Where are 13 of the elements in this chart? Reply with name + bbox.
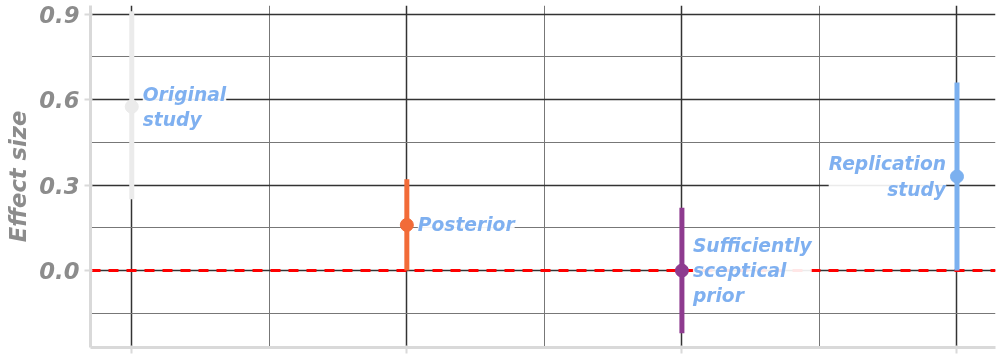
point <box>949 169 964 184</box>
series-label: Replication study <box>828 153 947 200</box>
y-tick-label: 0.0 <box>39 258 80 285</box>
series-label: Posterior <box>417 214 517 236</box>
y-axis-title: Effect size <box>5 110 32 243</box>
point <box>399 217 414 232</box>
y-tick-label: 0.3 <box>39 172 80 199</box>
y-tick-label: 0.9 <box>39 1 80 28</box>
point <box>124 99 139 114</box>
series-label: Sufficiently sceptical prior <box>691 234 813 307</box>
series-label: Original study <box>142 83 227 130</box>
point <box>674 263 689 278</box>
y-tick-label: 0.6 <box>39 87 80 114</box>
